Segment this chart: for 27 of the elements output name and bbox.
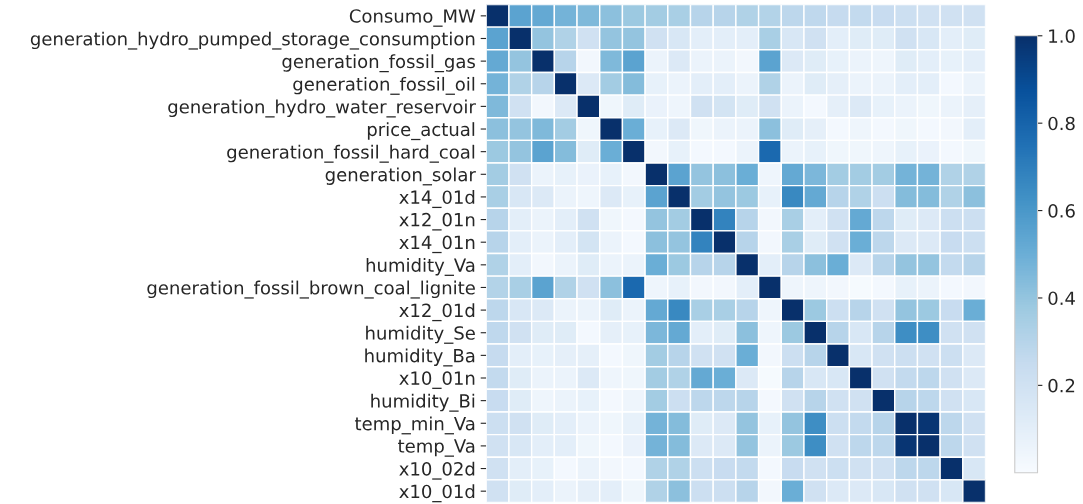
y-tick-label: humidity_Bi bbox=[371, 393, 475, 412]
y-tick-label: generation_fossil_hard_coal bbox=[227, 144, 475, 163]
y-tick-label: generation_hydro_pumped_storage_consumption bbox=[30, 31, 475, 50]
y-tick-label: temp_Va bbox=[398, 439, 475, 457]
y-tick-label: generation_fossil_brown_coal_lignite bbox=[147, 280, 475, 299]
y-tick-label: generation_hydro_water_reservoir bbox=[168, 99, 476, 118]
y-tick-label: x10_01d bbox=[399, 484, 475, 503]
y-tick-label: x14_01n bbox=[399, 235, 475, 254]
y-tick-label: temp_min_Va bbox=[354, 416, 475, 435]
y-tick-label: generation_solar bbox=[325, 167, 476, 186]
y-tick-label: humidity_Va bbox=[366, 257, 475, 276]
color-bar-label: 0.6 bbox=[1048, 204, 1075, 218]
color-bar-label: 0.8 bbox=[1048, 116, 1075, 131]
y-tick-label: x10_01n bbox=[399, 371, 475, 389]
y-tick-label: humidity_Ba bbox=[365, 348, 475, 367]
y-tick-label: generation_fossil_oil bbox=[293, 76, 475, 95]
y-tick-label: x10_02d bbox=[399, 461, 475, 480]
y-tick-label: price_actual bbox=[367, 122, 475, 141]
y-tick-label: x12_01d bbox=[399, 303, 475, 322]
y-tick-label: x12_01n bbox=[399, 212, 475, 231]
y-tick-label: humidity_Se bbox=[366, 325, 475, 344]
y-tick-label: generation_fossil_gas bbox=[282, 54, 475, 73]
y-tick-label: x14_01d bbox=[399, 190, 475, 209]
color-bar-label: 1.0 bbox=[1049, 29, 1075, 43]
color-bar-label: 0.4 bbox=[1048, 291, 1075, 306]
color-bar-label: 0.2 bbox=[1048, 378, 1075, 393]
y-tick-label: Consumo_MW bbox=[349, 9, 476, 27]
